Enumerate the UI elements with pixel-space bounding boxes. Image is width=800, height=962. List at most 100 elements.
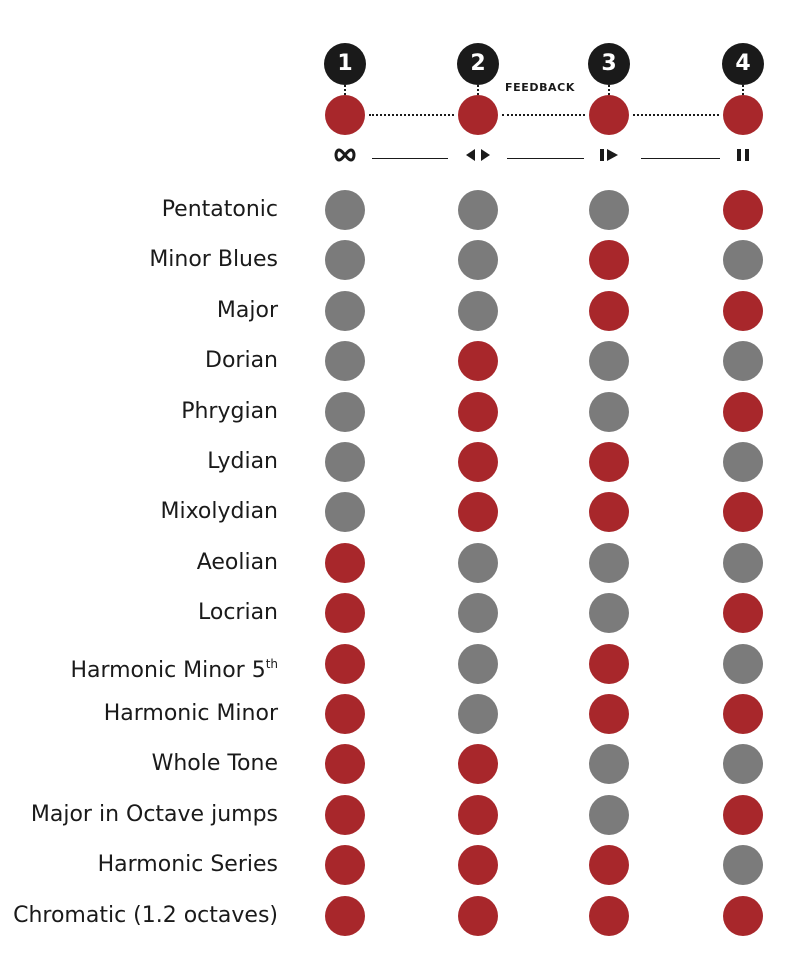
column-connector-4 (742, 85, 744, 95)
row-label-13: Major in Octave jumps (31, 800, 278, 830)
switch-dot-r11-c2 (458, 694, 498, 734)
feedback-dot-1 (325, 95, 365, 135)
pause-icon (723, 148, 763, 168)
switch-dot-r11-c3 (589, 694, 629, 734)
feedback-dot-4 (723, 95, 763, 135)
switch-dot-r1-c3 (589, 190, 629, 230)
switch-dot-r13-c1 (325, 794, 365, 835)
switch-dot-r3-c4 (723, 290, 763, 331)
bounce-icon (458, 148, 498, 168)
switch-dot-r10-c1 (325, 643, 365, 684)
bounce-icon-glyph (466, 149, 490, 161)
feedback-label: FEEDBACK (505, 81, 575, 94)
row-label-7: Mixolydian (160, 497, 278, 527)
row-label-14: Harmonic Series (98, 850, 278, 880)
switch-dot-r2-c3 (589, 240, 629, 281)
scale-name: Major (216, 297, 278, 323)
scale-name: Minor Blues (149, 247, 278, 273)
switch-dot-r8-c4 (723, 542, 763, 583)
switch-dot-r15-c3 (589, 895, 629, 936)
switch-dot-r3-c2 (458, 290, 498, 331)
row-label-6: Lydian (207, 447, 278, 477)
switch-dot-r4-c2 (458, 341, 498, 382)
switch-dot-r14-c3 (589, 845, 629, 886)
row-label-11: Harmonic Minor (104, 699, 278, 729)
switch-dot-r14-c2 (458, 845, 498, 886)
column-connector-1 (344, 85, 346, 95)
switch-dot-r9-c1 (325, 593, 365, 634)
play-once-icon-glyph (600, 149, 618, 161)
row-label-2: Minor Blues (149, 245, 278, 275)
switch-dot-r8-c1 (325, 542, 365, 583)
switch-dot-r9-c2 (458, 593, 498, 634)
scale-name: Pentatonic (161, 197, 278, 222)
row-label-5: Phrygian (181, 397, 278, 427)
switch-dot-r12-c2 (458, 744, 498, 785)
play-once-icon (589, 148, 629, 168)
row-label-9: Locrian (198, 598, 278, 628)
scale-name: Dorian (205, 348, 278, 374)
scale-name: Major in Octave jumps (30, 801, 278, 827)
switch-dot-r2-c2 (458, 240, 498, 281)
switch-dot-r2-c4 (723, 240, 763, 281)
switch-dot-r7-c4 (723, 492, 763, 533)
switch-dot-r7-c2 (458, 492, 498, 533)
feedback-dot-3 (589, 95, 629, 135)
switch-dot-r15-c2 (458, 895, 498, 936)
switch-dot-r9-c3 (589, 593, 629, 634)
infinity-icon (325, 148, 365, 168)
switch-dot-r5-c2 (458, 391, 498, 432)
scale-name: Chromatic (1.2 octaves) (13, 902, 278, 928)
switch-dot-r1-c4 (723, 190, 763, 230)
switch-dot-r15-c4 (723, 895, 763, 936)
switch-dot-r13-c3 (589, 794, 629, 835)
scale-name: Harmonic Minor 5 (70, 657, 266, 683)
switch-dot-r6-c3 (589, 442, 629, 482)
switch-dot-r8-c3 (589, 542, 629, 583)
switch-dot-r7-c3 (589, 492, 629, 533)
feedback-link-1 (369, 114, 454, 116)
row-label-3: Major (217, 296, 278, 326)
row-label-8: Aeolian (197, 548, 278, 578)
switch-dot-r1-c2 (458, 190, 498, 230)
switch-dot-r12-c4 (723, 744, 763, 785)
switch-dot-r5-c4 (723, 391, 763, 432)
scale-name: Aeolian (196, 549, 278, 575)
row-label-1: Pentatonic (162, 195, 278, 225)
feedback-link-3 (633, 114, 719, 116)
switch-dot-r8-c2 (458, 542, 498, 583)
switch-dot-r6-c4 (723, 442, 763, 482)
switch-dot-r13-c2 (458, 794, 498, 835)
switch-dot-r10-c2 (458, 643, 498, 684)
switch-dot-r6-c1 (325, 442, 365, 482)
scale-name: Lydian (207, 449, 278, 474)
switch-dot-r12-c1 (325, 744, 365, 785)
scale-name-superscript: th (265, 656, 278, 671)
scale-name: Harmonic Minor (103, 701, 278, 726)
scale-name: Phrygian (181, 398, 278, 424)
switch-dot-r6-c2 (458, 442, 498, 482)
mode-divider-2 (507, 158, 584, 159)
column-number-3: 3 (588, 43, 630, 85)
switch-dot-r3-c3 (589, 290, 629, 331)
row-label-15: Chromatic (1.2 octaves) (13, 901, 278, 931)
switch-dot-r9-c4 (723, 593, 763, 634)
switch-dot-r3-c1 (325, 290, 365, 331)
row-label-4: Dorian (205, 346, 278, 376)
switch-dot-r5-c3 (589, 391, 629, 432)
switch-dot-r10-c3 (589, 643, 629, 684)
scale-name: Locrian (197, 600, 278, 626)
switch-dot-r1-c1 (325, 190, 365, 230)
column-number-2: 2 (457, 43, 499, 85)
column-connector-2 (477, 85, 479, 95)
switch-dot-r14-c4 (723, 845, 763, 886)
mode-divider-3 (641, 158, 720, 159)
switch-dot-r2-c1 (325, 240, 365, 281)
mode-divider-1 (372, 158, 448, 159)
switch-dot-r10-c4 (723, 643, 763, 684)
switch-dot-r11-c1 (325, 694, 365, 734)
switch-dot-r4-c1 (325, 341, 365, 382)
pause-icon-glyph (737, 149, 749, 161)
switch-dot-r15-c1 (325, 895, 365, 936)
column-number-1: 1 (324, 43, 366, 85)
